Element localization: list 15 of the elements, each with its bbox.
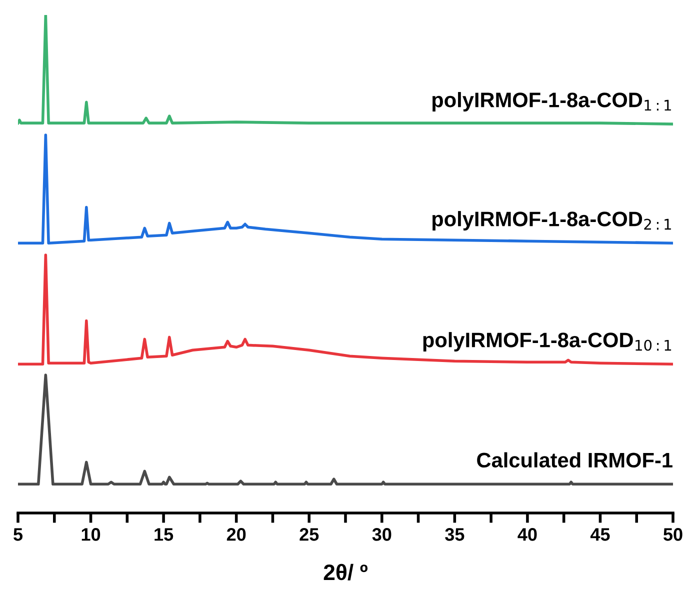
x-tick-label: 30 <box>372 528 392 541</box>
x-tick-label: 15 <box>154 528 174 541</box>
series-label: polyIRMOF-1-8a-COD$_{2:1}$ <box>432 211 671 230</box>
x-tick-label: 5 <box>14 528 23 541</box>
series-label: polyIRMOF-1-8a-COD$_{10:1}$ <box>423 332 672 352</box>
x-tick-label: 45 <box>590 528 610 541</box>
x-axis-title: 2θ/ º <box>324 564 368 580</box>
x-tick-label: 10 <box>82 528 100 541</box>
x-tick-label: 20 <box>226 528 246 541</box>
x-tick-label: 25 <box>300 528 319 541</box>
series-label: Calculated IRMOF-1 <box>477 452 672 468</box>
series-label: polyIRMOF-1-8a-COD$_{1:1}$ <box>432 92 671 112</box>
x-tick-label: 50 <box>664 528 682 541</box>
x-tick-label: 35 <box>445 528 464 541</box>
x-tick-label: 40 <box>518 528 537 541</box>
